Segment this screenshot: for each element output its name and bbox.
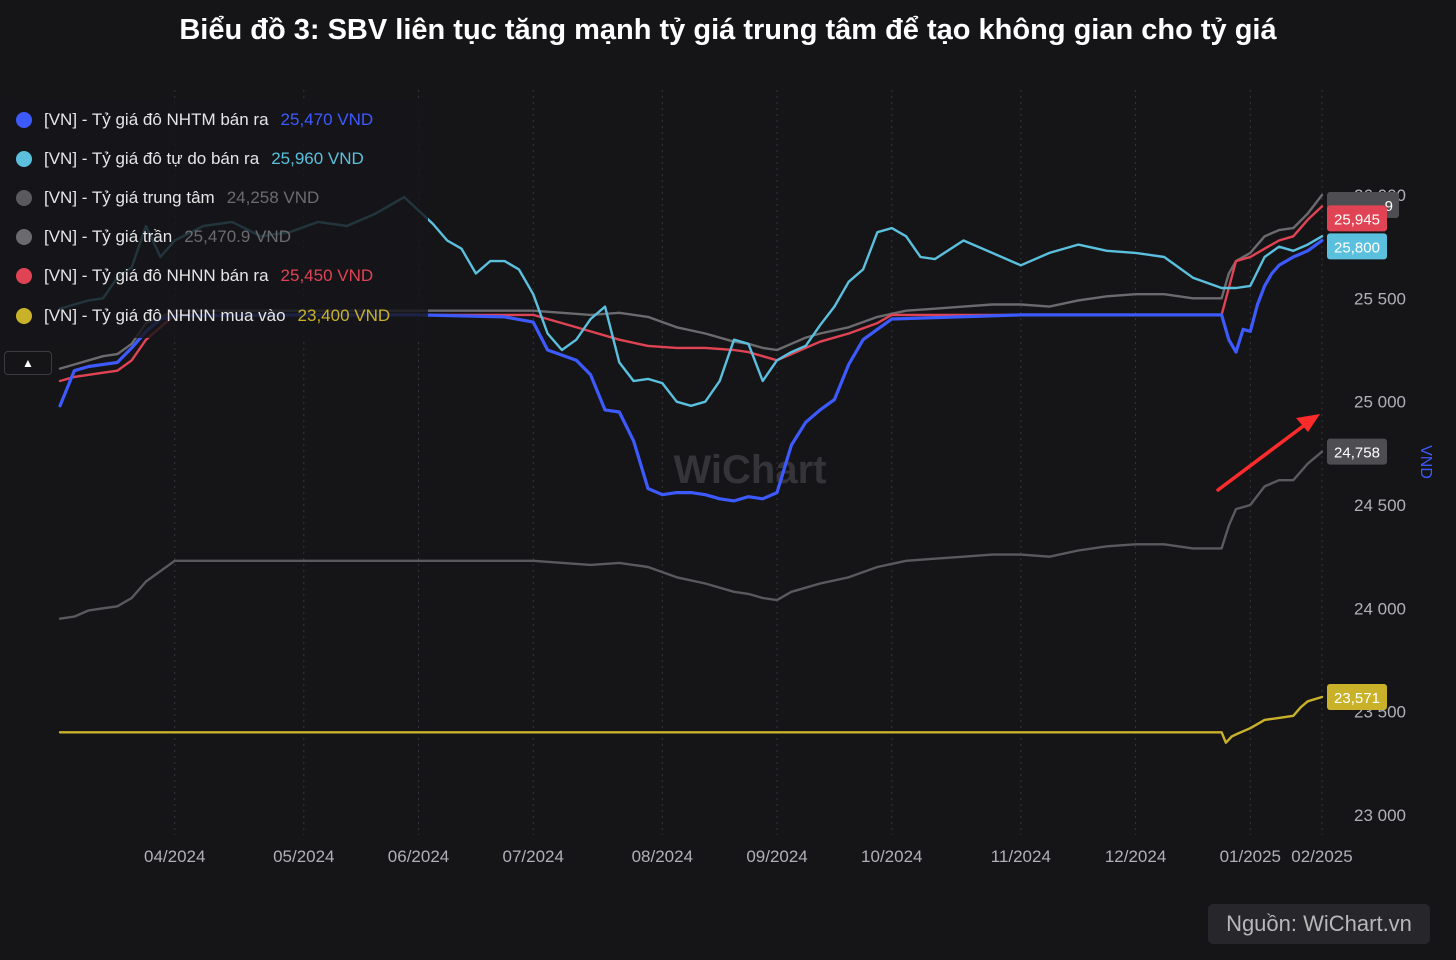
x-tick-label: 09/2024 xyxy=(746,847,807,866)
legend-item[interactable]: [VN] - Tỷ giá trần 25,470.9 VND xyxy=(4,218,428,257)
end-badge-label-5: 23,571 xyxy=(1334,690,1380,707)
legend-value: 25,470.9 VND xyxy=(184,227,291,247)
legend-value: 23,400 VND xyxy=(297,305,391,325)
x-tick-label: 04/2024 xyxy=(144,847,205,866)
end-badge-label-4: 25,945 xyxy=(1334,211,1380,228)
legend-dot-icon xyxy=(16,111,32,128)
end-badge-4 xyxy=(1327,205,1387,232)
caret-up-icon: ▲ xyxy=(22,356,34,370)
end-badge-extra-label: 9 xyxy=(1385,198,1393,215)
legend-label: [VN] - Tỷ giá đô NHTM bán ra xyxy=(44,109,269,129)
y-tick-label: 24 500 xyxy=(1354,496,1406,515)
x-tick-label: 11/2024 xyxy=(991,847,1051,866)
source-credit: Nguồn: WiChart.vn xyxy=(1208,904,1430,944)
legend-label: [VN] - Tỷ giá đô NHNN mua vào xyxy=(44,305,286,325)
end-badge-2 xyxy=(1327,438,1387,465)
legend-label: [VN] - Tỷ giá đô NHNN bán ra xyxy=(44,266,269,286)
series-line-5 xyxy=(58,695,1324,744)
legend-item[interactable]: [VN] - Tỷ giá đô NHTM bán ra 25,470 VND xyxy=(4,100,428,139)
legend-value: 25,470 VND xyxy=(280,109,374,129)
x-tick-label: 02/2025 xyxy=(1291,847,1352,866)
legend-item[interactable]: [VN] - Tỷ giá đô tự do bán ra 25,960 VND xyxy=(4,139,428,178)
legend-item[interactable]: [VN] - Tỷ giá trung tâm 24,258 VND xyxy=(4,178,428,217)
x-tick-label: 07/2024 xyxy=(503,847,564,866)
x-tick-label: 06/2024 xyxy=(388,847,449,866)
y-axis-label: VND xyxy=(1417,445,1434,479)
annotation-arrow-shaft xyxy=(1216,422,1308,492)
legend-value: 25,960 VND xyxy=(271,148,364,168)
legend-dot-icon xyxy=(16,189,32,206)
end-badge-label-2: 24,758 xyxy=(1334,445,1380,462)
x-tick-label: 01/2025 xyxy=(1220,847,1281,866)
end-badge-5 xyxy=(1327,683,1387,710)
legend-dot-icon xyxy=(16,229,32,246)
series-line-2 xyxy=(58,450,1324,620)
x-tick-label: 12/2024 xyxy=(1105,847,1166,866)
end-badge-label-1: 25,800 xyxy=(1334,239,1380,256)
watermark: WiChart xyxy=(674,448,827,492)
legend-label: [VN] - Tỷ giá trần xyxy=(44,227,173,247)
legend-item[interactable]: [VN] - Tỷ giá đô NHNN bán ra 25,450 VND xyxy=(4,257,428,296)
x-tick-label: 08/2024 xyxy=(632,847,693,866)
y-tick-label: 25 000 xyxy=(1354,393,1406,412)
legend-item[interactable]: [VN] - Tỷ giá đô NHNN mua vào 23,400 VND xyxy=(4,296,428,335)
legend-label: [VN] - Tỷ giá đô tự do bán ra xyxy=(44,148,260,168)
chart-legend: [VN] - Tỷ giá đô NHTM bán ra 25,470 VND [V… xyxy=(4,100,428,338)
y-tick-label: 25 500 xyxy=(1354,289,1406,308)
annotation-arrow-head xyxy=(1296,414,1320,432)
x-tick-label: 05/2024 xyxy=(273,847,334,866)
y-tick-label: 23 000 xyxy=(1354,806,1406,825)
legend-value: 25,450 VND xyxy=(280,266,374,286)
series-line-4 xyxy=(58,205,1324,383)
legend-value: 24,258 VND xyxy=(226,187,320,207)
legend-dot-icon xyxy=(16,307,32,324)
end-badge-1 xyxy=(1327,233,1387,260)
page-title: Biểu đồ 3: SBV liên tục tăng mạnh tỷ giá… xyxy=(179,14,1277,46)
legend-dot-icon xyxy=(16,268,32,285)
x-tick-label: 10/2024 xyxy=(861,847,922,866)
y-tick-label: 24 000 xyxy=(1354,599,1406,618)
legend-toggle-button[interactable]: ▲ xyxy=(4,351,52,375)
legend-label: [VN] - Tỷ giá trung tâm xyxy=(44,187,215,207)
legend-dot-icon xyxy=(16,150,32,167)
